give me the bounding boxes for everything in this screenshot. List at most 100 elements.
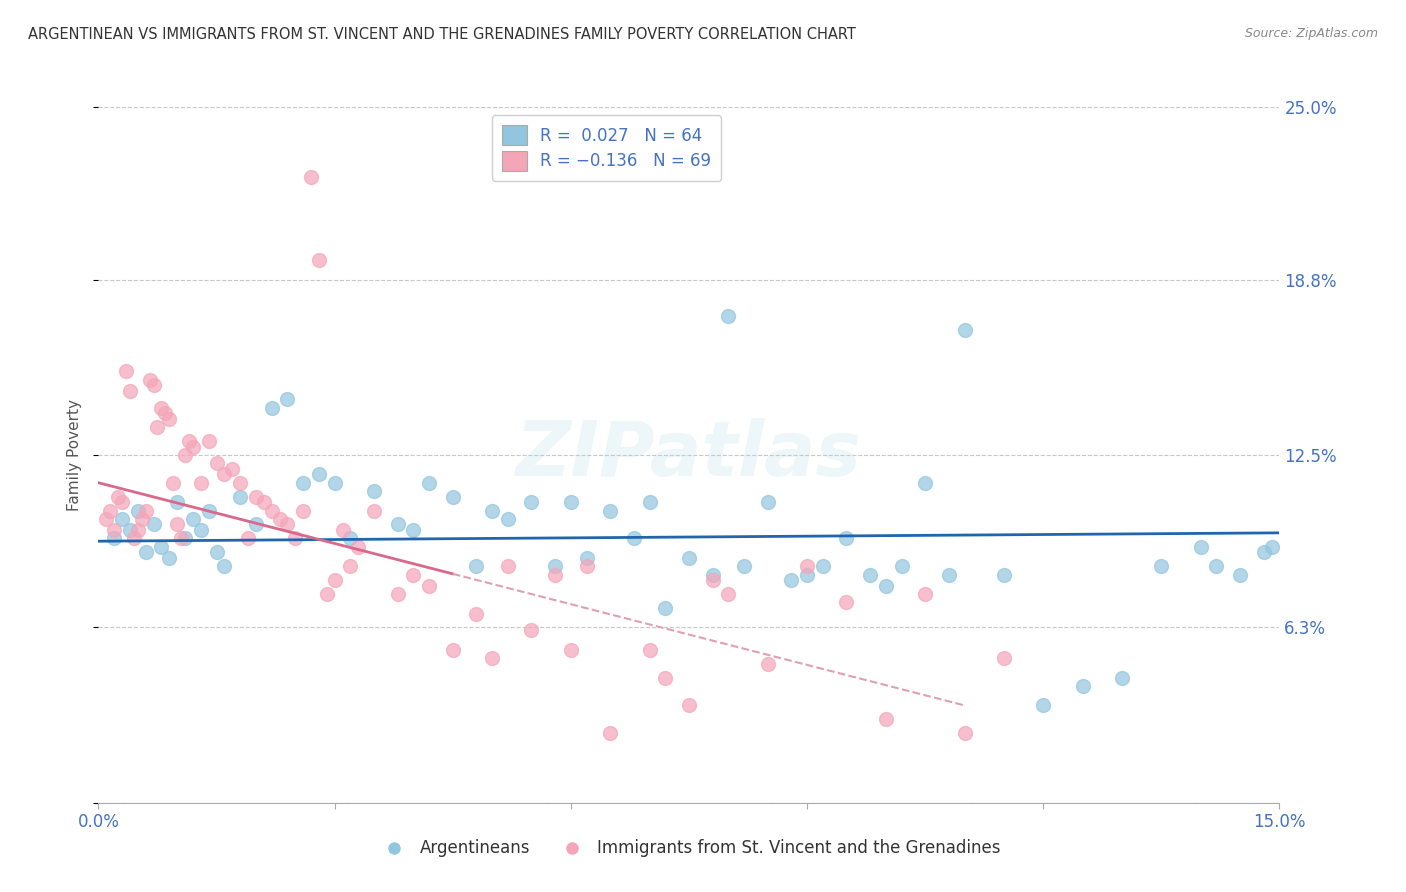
Point — [402, 523, 425, 537]
Point — [1150, 559, 1173, 574]
Y-axis label: Family Poverty: Family Poverty — [67, 399, 83, 511]
Point — [914, 587, 936, 601]
Point — [170, 532, 193, 546]
Point — [308, 253, 330, 268]
Point — [560, 642, 582, 657]
Point — [245, 490, 267, 504]
Point — [323, 573, 346, 587]
Point — [284, 532, 307, 546]
Point — [993, 567, 1015, 582]
Point — [418, 579, 440, 593]
Point — [1229, 567, 1251, 582]
Point — [166, 495, 188, 509]
Point — [780, 573, 803, 587]
Point — [418, 475, 440, 490]
Point — [162, 475, 184, 490]
Point — [811, 559, 834, 574]
Point — [115, 364, 138, 378]
Point — [308, 467, 330, 482]
Point — [402, 567, 425, 582]
Point — [197, 434, 219, 448]
Point — [441, 490, 464, 504]
Point — [150, 540, 173, 554]
Point — [127, 503, 149, 517]
Point — [245, 517, 267, 532]
Point — [938, 567, 960, 582]
Point — [544, 567, 567, 582]
Point — [1260, 540, 1282, 554]
Point — [205, 545, 228, 559]
Point — [733, 559, 755, 574]
Point — [953, 323, 976, 337]
Point — [205, 456, 228, 470]
Point — [1032, 698, 1054, 713]
Point — [599, 503, 621, 517]
Point — [214, 467, 236, 482]
Point — [875, 712, 897, 726]
Point — [229, 490, 252, 504]
Point — [859, 567, 882, 582]
Point — [387, 587, 409, 601]
Point — [127, 523, 149, 537]
Point — [678, 550, 700, 565]
Point — [796, 559, 818, 574]
Point — [496, 512, 519, 526]
Point — [599, 726, 621, 740]
Point — [315, 587, 337, 601]
Point — [260, 503, 283, 517]
Point — [214, 559, 236, 574]
Text: ARGENTINEAN VS IMMIGRANTS FROM ST. VINCENT AND THE GRENADINES FAMILY POVERTY COR: ARGENTINEAN VS IMMIGRANTS FROM ST. VINCE… — [28, 27, 856, 42]
Point — [135, 545, 157, 559]
Point — [155, 406, 177, 420]
Point — [441, 642, 464, 657]
Point — [174, 448, 197, 462]
Point — [181, 512, 204, 526]
Point — [323, 475, 346, 490]
Point — [96, 512, 118, 526]
Point — [131, 512, 153, 526]
Point — [520, 495, 543, 509]
Point — [835, 532, 858, 546]
Point — [135, 503, 157, 517]
Point — [496, 559, 519, 574]
Point — [387, 517, 409, 532]
Point — [229, 475, 252, 490]
Point — [103, 523, 125, 537]
Point — [756, 657, 779, 671]
Point — [276, 392, 298, 407]
Point — [299, 169, 322, 184]
Point — [363, 484, 385, 499]
Point — [292, 475, 315, 490]
Point — [166, 517, 188, 532]
Point — [339, 532, 361, 546]
Point — [1111, 671, 1133, 685]
Point — [890, 559, 912, 574]
Point — [150, 401, 173, 415]
Point — [1205, 559, 1227, 574]
Point — [107, 490, 129, 504]
Point — [875, 579, 897, 593]
Point — [520, 624, 543, 638]
Point — [177, 434, 200, 448]
Point — [157, 550, 180, 565]
Point — [756, 495, 779, 509]
Point — [236, 532, 259, 546]
Point — [544, 559, 567, 574]
Point — [638, 495, 661, 509]
Point — [835, 595, 858, 609]
Point — [702, 567, 724, 582]
Point — [465, 559, 488, 574]
Point — [142, 517, 165, 532]
Point — [953, 726, 976, 740]
Point — [190, 475, 212, 490]
Point — [103, 532, 125, 546]
Point — [118, 384, 141, 398]
Point — [914, 475, 936, 490]
Point — [269, 512, 291, 526]
Point — [181, 440, 204, 454]
Point — [717, 587, 740, 601]
Point — [678, 698, 700, 713]
Point — [98, 503, 121, 517]
Point — [481, 503, 503, 517]
Point — [363, 503, 385, 517]
